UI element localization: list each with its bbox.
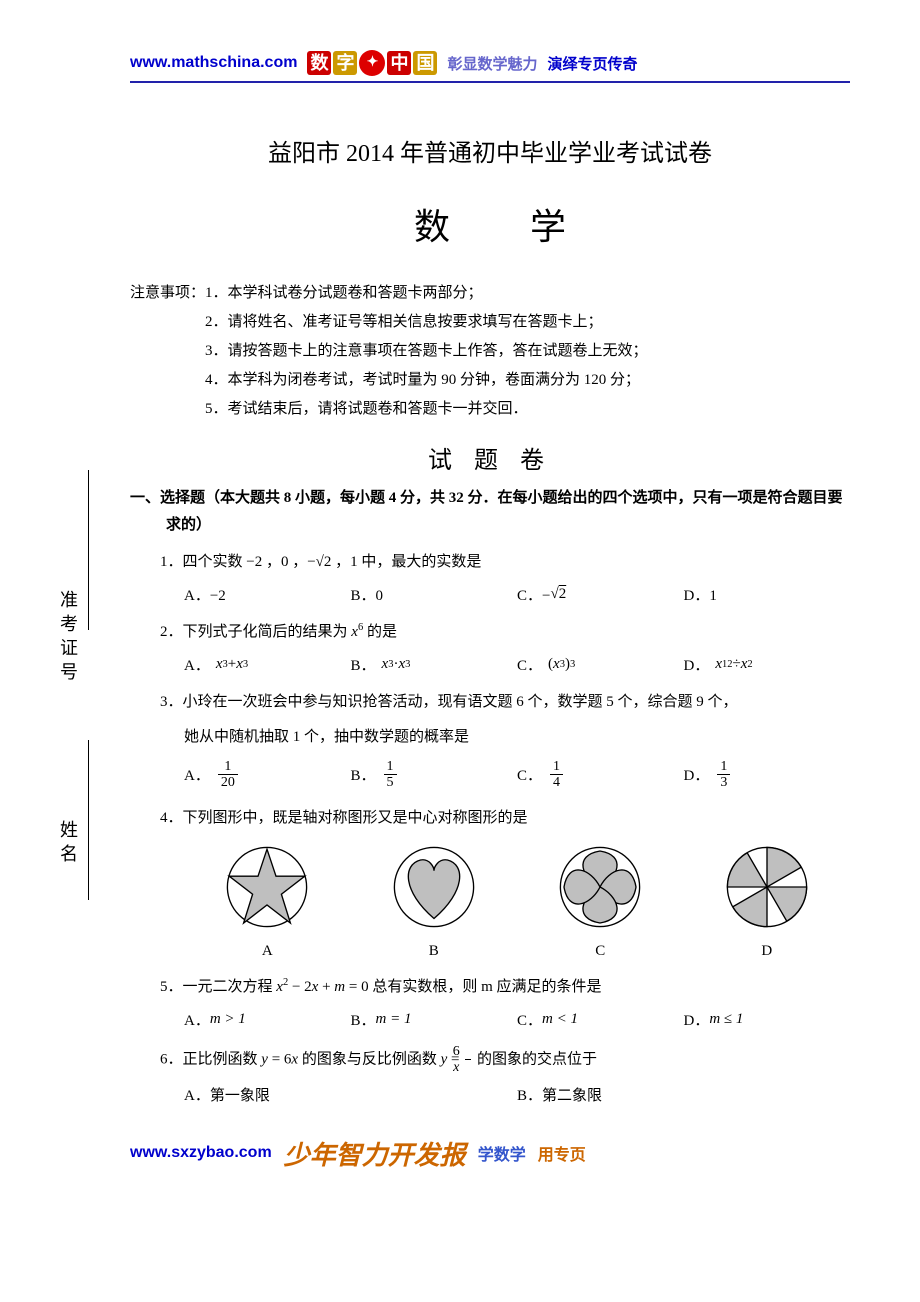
q3-text-1: 3．小玲在一次班会中参与知识抢答活动，现有语文题 6 个，数学题 5 个，综合题…: [160, 689, 850, 716]
logo-icon: ✦: [359, 50, 385, 76]
notice-item-1: 1．本学科试卷分试题卷和答题卡两部分；: [205, 280, 648, 307]
question-2: 2．下列式子化简后的结果为 x6 的是 A．x3 + x3 B．x3 · x3 …: [130, 619, 850, 675]
header-slogan-2: 演绎专页传奇: [547, 53, 637, 74]
subsection-title: 试 题 卷: [130, 440, 850, 475]
q4-label-d: D: [722, 943, 812, 960]
q6-options: A．第一象限 B．第二象限: [160, 1084, 850, 1105]
footer-script-logo: 少年智力开发报: [284, 1135, 466, 1172]
q4-text: 4．下列图形中，既是轴对称图形又是中心对称图形的是: [160, 805, 850, 832]
q3-opt-c: C．14: [517, 759, 684, 791]
star-in-circle-icon: [222, 842, 312, 932]
clover-in-circle-icon: [555, 842, 645, 932]
notice-item-2: 2．请将姓名、准考证号等相关信息按要求填写在答题卡上；: [205, 309, 648, 336]
page-footer: www.sxzybao.com 少年智力开发报 学数学 用专页: [130, 1135, 850, 1172]
side-examno-line: [88, 470, 89, 630]
q6-opt-a: A．第一象限: [184, 1084, 517, 1105]
page: 姓名 准考证号 www.mathschina.com 数 字 ✦ 中 国 彰显数…: [0, 0, 920, 1302]
q4-label-c: C: [555, 943, 645, 960]
q4-shape-a: A: [222, 842, 312, 960]
q1-opt-a: A．−2: [184, 584, 351, 605]
q4-shape-c: C: [555, 842, 645, 960]
q5-options: A．m > 1 B．m = 1 C．m < 1 D．m ≤ 1: [160, 1009, 850, 1030]
footer-text-2: 用专页: [538, 1141, 586, 1165]
section-1-heading: 一、选择题（本大题共 8 小题，每小题 4 分，共 32 分．在每小题给出的四个…: [130, 485, 850, 539]
q1-options: A．−2 B．0 C．−√2 D．1: [160, 584, 850, 605]
q5-opt-b: B．m = 1: [351, 1009, 518, 1030]
q2-options: A．x3 + x3 B．x3 · x3 C．(x3)3 D．x12 ÷ x2: [160, 654, 850, 675]
q1-opt-d: D．1: [684, 584, 851, 605]
header-slogan-1: 彰显数学魅力: [447, 53, 537, 74]
q4-shape-d: D: [722, 842, 812, 960]
q1-text: 1．四个实数 −2 ，0 ，−√2 ，1 中，最大的实数是: [160, 549, 850, 576]
footer-text-1: 学数学: [478, 1141, 526, 1165]
subject-title: 数学: [210, 198, 850, 250]
q5-opt-d: D．m ≤ 1: [684, 1009, 851, 1030]
q4-shapes: A B C: [160, 842, 850, 960]
question-4: 4．下列图形中，既是轴对称图形又是中心对称图形的是 A B: [130, 805, 850, 960]
q5-opt-c: C．m < 1: [517, 1009, 684, 1030]
q5-opt-a: A．m > 1: [184, 1009, 351, 1030]
header-logo: 数 字 ✦ 中 国: [307, 50, 437, 76]
header-url[interactable]: www.mathschina.com: [130, 54, 297, 72]
q1-opt-b: B．0: [351, 584, 518, 605]
q4-label-b: B: [389, 943, 479, 960]
q3-opt-a: A．120: [184, 759, 351, 791]
q5-text: 5．一元二次方程 x2 − 2x + m = 0 总有实数根，则 m 应满足的条…: [160, 974, 850, 1001]
q2-opt-d: D．x12 ÷ x2: [684, 654, 851, 675]
logo-char-3: 中: [387, 51, 411, 75]
notice-section: 注意事项： 1．本学科试卷分试题卷和答题卡两部分； 2．请将姓名、准考证号等相关…: [130, 280, 850, 425]
q4-shape-b: B: [389, 842, 479, 960]
notice-item-3: 3．请按答题卡上的注意事项在答题卡上作答，答在试题卷上无效；: [205, 338, 648, 365]
notice-item-4: 4．本学科为闭卷考试，考试时量为 90 分钟，卷面满分为 120 分；: [205, 367, 648, 394]
question-3: 3．小玲在一次班会中参与知识抢答活动，现有语文题 6 个，数学题 5 个，综合题…: [130, 689, 850, 791]
q3-options: A．120 B．15 C．14 D．13: [160, 759, 850, 791]
q6-text: 6．正比例函数 y = 6x 的图象与反比例函数 y = 6x 的图象的交点位于: [160, 1044, 850, 1076]
side-name-line: [88, 740, 89, 900]
notice-item-5: 5．考试结束后，请将试题卷和答题卡一并交回．: [205, 396, 648, 423]
logo-char-4: 国: [413, 51, 437, 75]
q6-opt-b: B．第二象限: [517, 1084, 850, 1105]
q2-opt-c: C．(x3)3: [517, 654, 684, 675]
q2-text: 2．下列式子化简后的结果为 x6 的是: [160, 619, 850, 646]
notice-label: 注意事项：: [130, 280, 205, 425]
pinwheel-in-circle-icon: [722, 842, 812, 932]
question-1: 1．四个实数 −2 ，0 ，−√2 ，1 中，最大的实数是 A．−2 B．0 C…: [130, 549, 850, 605]
logo-char-1: 数: [307, 51, 331, 75]
side-name-label: 姓名: [55, 820, 81, 868]
q4-label-a: A: [222, 943, 312, 960]
heart-in-circle-icon: [389, 842, 479, 932]
footer-url[interactable]: www.sxzybao.com: [130, 1144, 272, 1162]
logo-char-2: 字: [333, 51, 357, 75]
notice-items: 1．本学科试卷分试题卷和答题卡两部分； 2．请将姓名、准考证号等相关信息按要求填…: [205, 280, 648, 425]
header-rule: [130, 81, 850, 83]
q1-opt-c: C．−√2: [517, 584, 684, 605]
q2-opt-a: A．x3 + x3: [184, 654, 351, 675]
side-examno-label: 准考证号: [55, 590, 81, 686]
document-title: 益阳市 2014 年普通初中毕业学业考试试卷: [130, 133, 850, 168]
page-header: www.mathschina.com 数 字 ✦ 中 国 彰显数学魅力 演绎专页…: [130, 50, 850, 76]
q2-opt-b: B．x3 · x3: [351, 654, 518, 675]
question-6: 6．正比例函数 y = 6x 的图象与反比例函数 y = 6x 的图象的交点位于…: [130, 1044, 850, 1105]
question-5: 5．一元二次方程 x2 − 2x + m = 0 总有实数根，则 m 应满足的条…: [130, 974, 850, 1030]
q3-opt-b: B．15: [351, 759, 518, 791]
q3-opt-d: D．13: [684, 759, 851, 791]
q3-text-2: 她从中随机抽取 1 个，抽中数学题的概率是: [160, 724, 850, 751]
